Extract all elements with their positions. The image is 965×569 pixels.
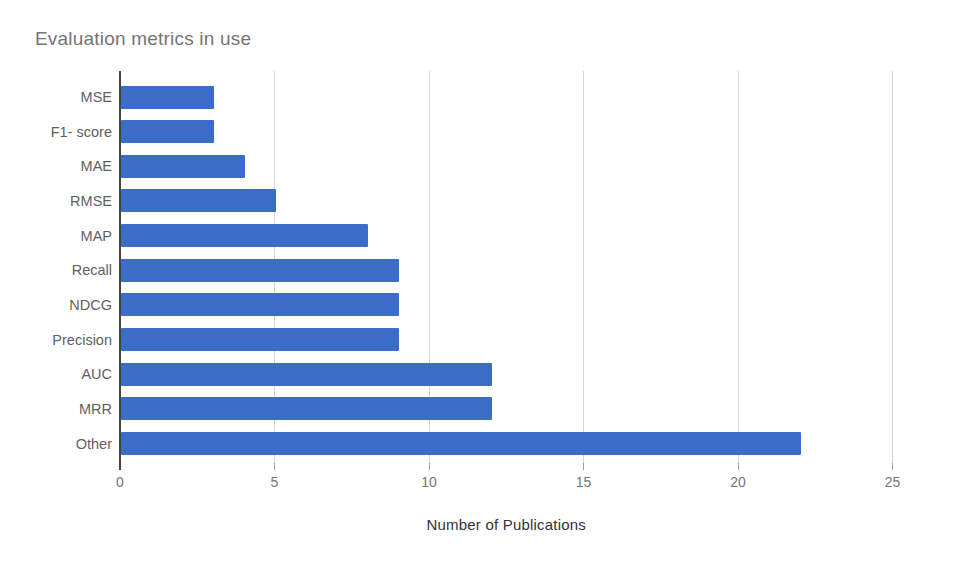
category-label: MAP bbox=[0, 226, 112, 246]
axis-tick bbox=[429, 463, 430, 470]
category-label: Precision bbox=[0, 330, 112, 350]
bar-map bbox=[121, 224, 368, 247]
axis-tick bbox=[274, 463, 275, 470]
bar-rmse bbox=[121, 189, 276, 212]
gridline bbox=[583, 71, 584, 463]
category-label: NDCG bbox=[0, 295, 112, 315]
category-label: MAE bbox=[0, 156, 112, 176]
axis-tick bbox=[583, 463, 584, 470]
category-label: MSE bbox=[0, 87, 112, 107]
x-tick-label: 25 bbox=[871, 474, 915, 490]
axis-tick bbox=[738, 463, 739, 470]
category-label: F1- score bbox=[0, 122, 112, 142]
x-tick-label: 15 bbox=[562, 474, 606, 490]
gridline bbox=[892, 71, 893, 463]
x-tick-label: 0 bbox=[98, 474, 142, 490]
bar-chart-figure: Evaluation metrics in use 0 5 10 15 20 25 MSE F… bbox=[0, 0, 965, 569]
gridline bbox=[738, 71, 739, 463]
bar-f1-score bbox=[121, 120, 214, 143]
chart-title: Evaluation metrics in use bbox=[35, 28, 251, 50]
bar-other bbox=[121, 432, 801, 455]
bar-auc bbox=[121, 363, 492, 386]
category-label: RMSE bbox=[0, 191, 112, 211]
bar-mrr bbox=[121, 397, 492, 420]
bar-precision bbox=[121, 328, 399, 351]
bar-ndcg bbox=[121, 293, 399, 316]
x-tick-label: 5 bbox=[253, 474, 297, 490]
x-tick-label: 10 bbox=[407, 474, 451, 490]
category-label: Recall bbox=[0, 260, 112, 280]
axis-tick bbox=[892, 463, 893, 470]
category-label: MRR bbox=[0, 399, 112, 419]
x-tick-label: 20 bbox=[716, 474, 760, 490]
bar-mse bbox=[121, 86, 214, 109]
category-label: Other bbox=[0, 434, 112, 454]
category-label: AUC bbox=[0, 364, 112, 384]
bar-recall bbox=[121, 259, 399, 282]
bar-mae bbox=[121, 155, 245, 178]
x-axis-title: Number of Publications bbox=[120, 516, 893, 533]
